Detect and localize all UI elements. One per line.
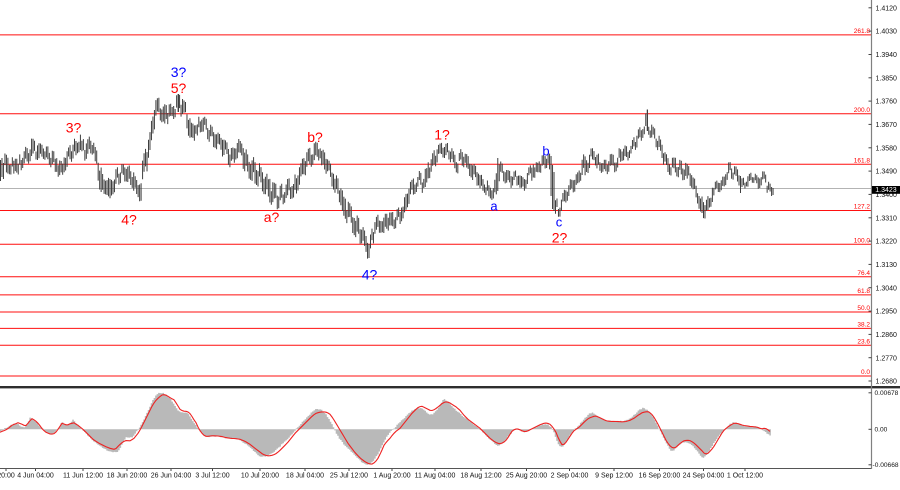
svg-text:76.4: 76.4: [857, 270, 870, 277]
svg-text:1.3130: 1.3130: [876, 262, 898, 269]
svg-text:3?: 3?: [66, 120, 82, 136]
svg-text:1 Aug 20:00: 1 Aug 20:00: [373, 473, 410, 480]
svg-text:25 Jul 12:00: 25 Jul 12:00: [330, 473, 368, 480]
svg-text:23.6: 23.6: [857, 338, 870, 345]
svg-text:4 Jun 04:00: 4 Jun 04:00: [17, 473, 54, 480]
svg-text:3?: 3?: [171, 64, 187, 80]
svg-text:1.3670: 1.3670: [876, 122, 898, 129]
svg-text:25 Aug 20:00: 25 Aug 20:00: [506, 473, 547, 480]
svg-text:1?: 1?: [434, 127, 450, 143]
svg-text:200.0: 200.0: [854, 107, 871, 114]
svg-text:2?: 2?: [552, 230, 568, 246]
svg-text:100.0: 100.0: [854, 238, 871, 245]
svg-text:11 Jun 12:00: 11 Jun 12:00: [63, 473, 103, 480]
svg-text:18 Jun 20:00: 18 Jun 20:00: [107, 473, 148, 480]
svg-text:c: c: [556, 215, 563, 230]
svg-text:1.3940: 1.3940: [876, 52, 898, 59]
svg-text:1.2950: 1.2950: [876, 309, 898, 316]
svg-text:0.00: 0.00: [875, 427, 888, 434]
svg-text:16 Sep 20:00: 16 Sep 20:00: [639, 473, 681, 480]
svg-text:a: a: [490, 199, 498, 214]
svg-text:5?: 5?: [171, 80, 187, 96]
svg-text:1.2770: 1.2770: [876, 355, 898, 362]
svg-text:38.2: 38.2: [857, 322, 870, 329]
svg-text:1.3310: 1.3310: [876, 215, 898, 222]
svg-text:9 Sep 12:00: 9 Sep 12:00: [595, 473, 633, 480]
svg-text:1.2680: 1.2680: [876, 379, 898, 386]
svg-text:b: b: [542, 144, 549, 159]
svg-text:0.0: 0.0: [861, 369, 870, 376]
svg-text:2 Sep 04:00: 2 Sep 04:00: [551, 473, 589, 480]
svg-text:4?: 4?: [121, 212, 137, 228]
svg-text:24 Sep 04:00: 24 Sep 04:00: [683, 473, 725, 480]
svg-text:1.3850: 1.3850: [876, 75, 898, 82]
svg-text:4?: 4?: [362, 267, 378, 283]
svg-text:1.2860: 1.2860: [876, 332, 898, 339]
svg-text:10 Jul 20:00: 10 Jul 20:00: [241, 473, 279, 480]
svg-text:1.3423: 1.3423: [875, 187, 897, 194]
svg-text:1.3400: 1.3400: [876, 192, 898, 199]
svg-text:3 Jul 12:00: 3 Jul 12:00: [195, 473, 229, 480]
svg-text:1.3040: 1.3040: [876, 285, 898, 292]
svg-text:b?: b?: [307, 129, 323, 145]
svg-text:1.3580: 1.3580: [876, 145, 898, 152]
svg-text:18 Aug 12:00: 18 Aug 12:00: [460, 473, 501, 480]
svg-text:18 Jul 04:00: 18 Jul 04:00: [286, 473, 324, 480]
svg-text:1.3490: 1.3490: [876, 169, 898, 176]
svg-text:127.2: 127.2: [854, 204, 871, 211]
svg-text:161.8: 161.8: [854, 158, 871, 165]
svg-text:26 Jun 04:00: 26 Jun 04:00: [151, 473, 192, 480]
svg-text:1.4030: 1.4030: [876, 29, 898, 36]
svg-text:-0.00668: -0.00668: [873, 462, 899, 469]
svg-text:1.3220: 1.3220: [876, 239, 898, 246]
svg-text:261.8: 261.8: [854, 28, 871, 35]
svg-text:a?: a?: [264, 209, 280, 225]
svg-text:1.3760: 1.3760: [876, 99, 898, 106]
svg-text:0.00678: 0.00678: [875, 390, 899, 397]
svg-text:61.8: 61.8: [857, 288, 870, 295]
svg-text:20:00: 20:00: [0, 473, 15, 480]
svg-text:1.4120: 1.4120: [876, 5, 898, 12]
svg-text:50.0: 50.0: [857, 305, 870, 312]
svg-text:11 Aug 04:00: 11 Aug 04:00: [415, 473, 456, 480]
svg-text:1 Oct 12:00: 1 Oct 12:00: [727, 473, 763, 480]
